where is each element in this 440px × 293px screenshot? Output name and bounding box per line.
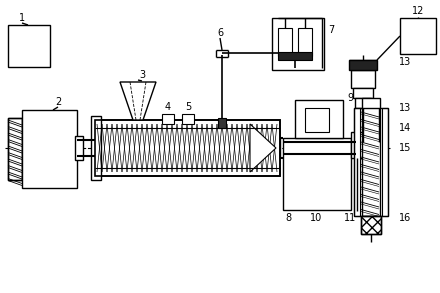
Text: 13: 13 [399,103,411,113]
Bar [95,120,280,176]
Bar [278,28,292,56]
Bar [361,216,381,234]
Bar [361,216,381,234]
Text: 16: 16 [399,213,411,223]
Text: 8: 8 [285,213,291,223]
Bar [91,116,101,180]
Polygon shape [250,124,276,172]
Text: 12: 12 [412,6,424,16]
Text: 4: 4 [165,102,171,112]
Bar [349,60,377,70]
Bar [353,88,373,98]
Bar [218,118,226,128]
Text: 5: 5 [185,102,191,112]
Bar [305,108,329,132]
Text: 15: 15 [399,143,411,153]
Text: 7: 7 [328,25,334,35]
Bar [298,28,312,56]
Text: 9: 9 [347,93,353,103]
Bar [8,118,22,180]
Text: 14: 14 [399,123,411,133]
Bar [400,18,436,54]
Bar [351,132,363,158]
Text: 13: 13 [399,57,411,67]
Bar [278,52,312,60]
Bar [75,136,83,160]
Bar [182,114,194,124]
Bar [22,110,77,188]
Bar [382,108,388,216]
Bar [351,70,375,88]
Bar [354,108,360,216]
Text: 3: 3 [139,70,145,80]
Text: 11: 11 [344,213,356,223]
Bar [95,120,280,176]
Text: 6: 6 [217,28,223,38]
Bar [8,25,50,67]
Bar [162,114,174,124]
Text: 1: 1 [19,13,25,23]
Bar [295,100,343,138]
Bar [8,118,22,180]
Bar [355,98,371,108]
Bar [362,98,380,216]
Text: 2: 2 [55,97,61,107]
Text: 10: 10 [310,213,322,223]
Bar [283,138,351,210]
Bar [354,108,388,216]
Bar [272,18,324,70]
Polygon shape [120,82,156,120]
